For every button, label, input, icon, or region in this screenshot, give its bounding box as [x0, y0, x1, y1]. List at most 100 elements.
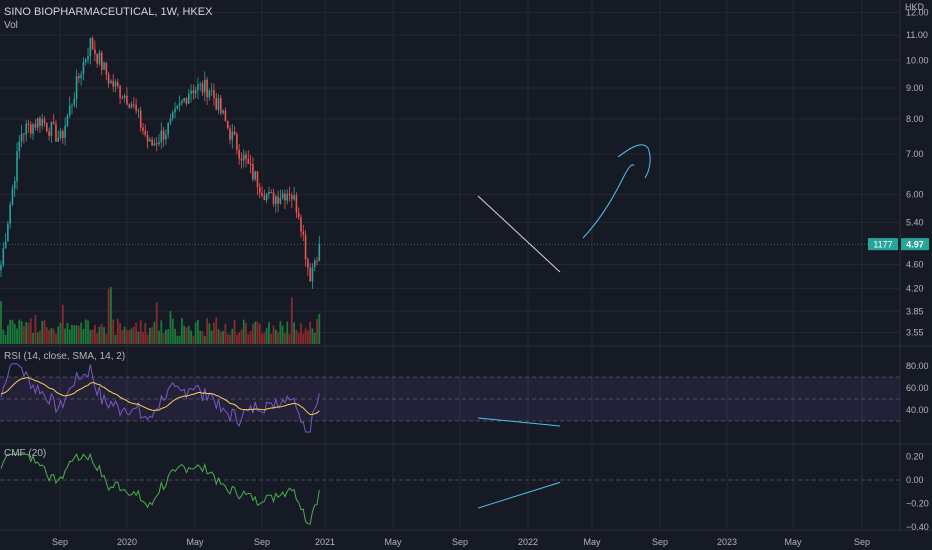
volume-bar — [2, 329, 5, 344]
candle-body — [142, 127, 144, 131]
candle-body — [288, 193, 291, 196]
candle-body — [139, 110, 142, 128]
candle-body — [256, 171, 259, 188]
volume-bar — [48, 330, 50, 344]
candle-body — [233, 131, 236, 135]
candle-body — [307, 259, 309, 268]
volume-bar — [93, 324, 96, 344]
volume-tag-box — [868, 238, 898, 251]
price-tick-label: 6.00 — [906, 190, 924, 200]
candle-body — [155, 143, 158, 145]
time-tick-label: 2021 — [315, 537, 335, 547]
candle-body — [300, 217, 302, 232]
candle-body — [201, 83, 204, 93]
candle-body — [293, 195, 295, 200]
candle-body — [114, 81, 117, 87]
volume-bar — [64, 328, 67, 344]
candle-body — [254, 171, 256, 180]
volume-bar — [4, 334, 7, 344]
volume-bar — [52, 328, 55, 344]
candle-body — [55, 123, 57, 142]
volume-tag-label: 1177 — [873, 240, 892, 250]
volume-bar — [139, 320, 142, 344]
rsi-title: RSI (14, close, SMA, 14, 2) — [4, 351, 126, 362]
volume-bar — [142, 331, 144, 344]
candle-body — [309, 267, 311, 282]
volume-bar — [240, 329, 243, 344]
volume-bar — [98, 326, 101, 344]
volume-bar — [297, 333, 300, 344]
candle-body — [178, 103, 181, 106]
candle-body — [242, 154, 245, 161]
candle-body — [137, 110, 140, 112]
volume-bar — [68, 329, 71, 344]
rsi-ma-line — [0, 377, 320, 416]
volume-bar — [281, 325, 284, 344]
volume-bar — [16, 328, 18, 344]
candle-body — [59, 131, 62, 138]
volume-bar — [144, 322, 147, 344]
candle-body — [192, 90, 195, 94]
candle-body — [103, 62, 105, 70]
candle-body — [89, 38, 92, 57]
candle-body — [71, 104, 73, 106]
candle-body — [206, 79, 208, 98]
arrow-drawing — [582, 164, 635, 239]
volume-bar — [112, 319, 115, 344]
volume-bar — [151, 327, 154, 344]
time-tick-label: May — [384, 537, 402, 547]
candle-body — [100, 52, 103, 70]
volume-bar — [91, 329, 94, 344]
time-tick-label: Sep — [254, 537, 270, 547]
rsi-line — [0, 363, 320, 433]
candle-body — [279, 198, 282, 204]
volume-bar — [295, 329, 298, 344]
candle-body — [297, 212, 300, 218]
time-tick-label: May — [784, 537, 802, 547]
candle-body — [34, 124, 37, 128]
candle-body — [295, 195, 298, 213]
time-tick-label: Sep — [854, 537, 870, 547]
candle-body — [162, 130, 165, 140]
volume-bar — [11, 319, 14, 344]
volume-bar — [247, 334, 250, 344]
candle-body — [66, 115, 69, 126]
rsi-tick-label: 80.00 — [906, 361, 929, 371]
volume-bar — [290, 297, 293, 344]
candle-body — [39, 117, 41, 126]
candle-body — [286, 193, 289, 201]
volume-bar — [268, 322, 270, 344]
candle-body — [29, 124, 32, 134]
candle-body — [204, 79, 206, 93]
candle-body — [213, 90, 215, 99]
volume-bar — [87, 320, 89, 344]
volume-bar — [110, 286, 112, 344]
volume-bar — [300, 323, 302, 344]
volume-bar — [155, 302, 158, 344]
candle-body — [133, 104, 135, 106]
volume-bar — [114, 334, 117, 344]
candle-body — [116, 81, 119, 86]
volume-bar — [105, 334, 108, 344]
candle-body — [73, 98, 76, 105]
volume-bar — [256, 321, 259, 344]
cmf-pane — [0, 452, 561, 525]
volume-bar — [261, 333, 263, 344]
volume-bar — [183, 325, 186, 344]
volume-bar — [288, 334, 291, 344]
price-tick-label: 4.20 — [906, 283, 924, 293]
candle-body — [80, 74, 82, 79]
candle-body — [229, 128, 231, 140]
volume-bar — [80, 322, 83, 344]
candle-body — [82, 62, 85, 75]
volume-bar — [265, 328, 268, 344]
time-tick-label: 2022 — [518, 537, 538, 547]
volume-bar — [316, 319, 318, 344]
volume-bar — [174, 328, 176, 344]
volume-bar — [32, 332, 34, 344]
candle-body — [238, 149, 240, 159]
currency-label: HKD — [904, 2, 924, 12]
volume-bar — [222, 331, 225, 344]
volume-bar — [41, 321, 44, 344]
